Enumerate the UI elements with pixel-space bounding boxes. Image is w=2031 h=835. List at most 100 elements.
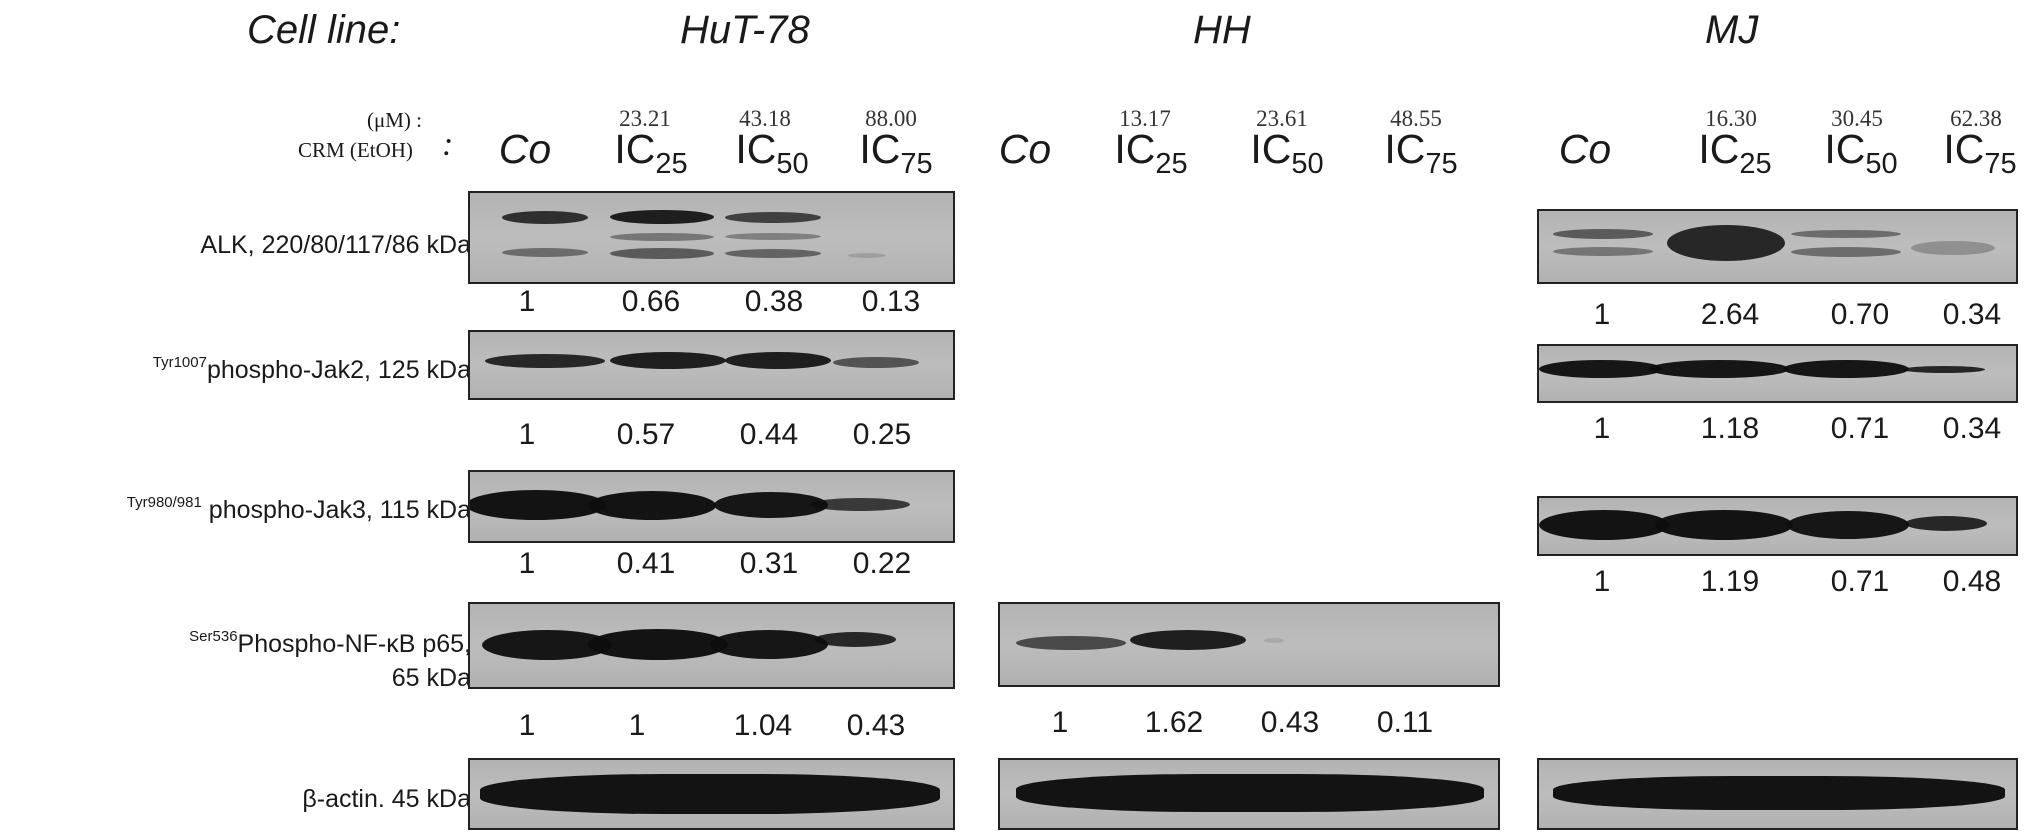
- group-title-mj: MJ: [1705, 8, 1759, 52]
- blot-hut78-nfkb: [468, 602, 955, 689]
- lane-main-text: IC: [1824, 126, 1866, 172]
- band: [725, 352, 831, 369]
- value-hut78-jak2-ic75: 0.25: [852, 418, 912, 451]
- blot-hut78-jak2: [468, 330, 955, 400]
- residue-superscript: Tyr980/981: [126, 494, 202, 511]
- band: [1783, 360, 1909, 378]
- value-hut78-nfkb-ic50: 1.04: [733, 709, 793, 742]
- value-mj-jak3-ic75: 0.48: [1942, 565, 2002, 598]
- band: [1130, 630, 1246, 650]
- band: [1016, 774, 1484, 812]
- lane-subscript: 50: [1865, 148, 1898, 180]
- group-title-hh: HH: [1193, 8, 1251, 52]
- value-hh-nfkb-ic25: 1.62: [1144, 706, 1204, 739]
- blot-hut78-jak3: [468, 470, 955, 543]
- protein-name: β-actin. 45 kDa: [302, 785, 471, 813]
- treatment-colon: :: [442, 126, 454, 163]
- concentration-mj-ic50: 30.45: [1831, 106, 1883, 131]
- lane-subscript: 25: [1155, 148, 1188, 180]
- value-mj-jak2-co: 1: [1593, 412, 1611, 445]
- blot-mj-alk: [1537, 209, 2018, 284]
- band: [833, 357, 919, 368]
- lane-label-hh-ic25: IC25: [1076, 126, 1226, 181]
- band: [1787, 511, 1909, 539]
- concentration-hh-ic50: 23.61: [1256, 106, 1308, 131]
- lane-label-hh-ic50: IC50: [1212, 126, 1362, 181]
- value-hh-nfkb-ic50: 0.43: [1260, 706, 1320, 739]
- band: [725, 212, 821, 223]
- blot-mj-jak2: [1537, 344, 2018, 403]
- lane-subscript: 25: [1739, 148, 1772, 180]
- blot-mj-jak3: [1537, 496, 2018, 556]
- band: [610, 233, 714, 241]
- lane-label-mj-ic50: IC50: [1786, 126, 1936, 181]
- value-mj-alk-co: 1: [1593, 298, 1611, 331]
- residue-superscript: Ser536: [189, 628, 238, 645]
- concentration-hh-ic25: 13.17: [1119, 106, 1171, 131]
- band: [1539, 360, 1663, 378]
- lane-label-hut78-co: Co: [450, 126, 600, 173]
- lane-label-mj-co: Co: [1510, 126, 1660, 173]
- lane-main-text: IC: [1250, 126, 1292, 172]
- value-hut78-alk-ic50: 0.38: [744, 285, 804, 318]
- band: [502, 211, 588, 224]
- band: [1264, 638, 1284, 643]
- value-hut78-jak2-ic50: 0.44: [739, 418, 799, 451]
- value-hut78-jak3-co: 1: [518, 547, 536, 580]
- protein-label-actin: β-actin. 45 kDa: [302, 775, 471, 816]
- value-hut78-jak2-co: 1: [518, 418, 536, 451]
- value-mj-jak2-ic50: 0.71: [1830, 412, 1890, 445]
- lane-subscript: 75: [1984, 148, 2017, 180]
- value-mj-jak2-ic75: 0.34: [1942, 412, 2002, 445]
- lane-label-hut78-ic75: IC75: [821, 126, 971, 181]
- band: [814, 632, 896, 647]
- band: [1791, 230, 1901, 238]
- blot-hh-nfkb: [998, 602, 1500, 687]
- band: [610, 352, 726, 369]
- lane-subscript: 75: [900, 148, 933, 180]
- value-hut78-alk-ic75: 0.13: [861, 285, 921, 318]
- lane-subscript: 50: [776, 148, 809, 180]
- band: [810, 498, 910, 511]
- concentration-hut78-ic75: 88.00: [865, 106, 917, 131]
- blot-hut78-alk: [468, 191, 955, 284]
- lane-main-text: Co: [998, 126, 1052, 172]
- value-hut78-jak2-ic25: 0.57: [616, 418, 676, 451]
- band: [1905, 516, 1987, 531]
- protein-name: ALK, 220/80/117/86 kDa: [200, 231, 471, 259]
- units-label: (μM) :: [367, 108, 423, 132]
- value-hut78-nfkb-ic25: 1: [628, 709, 646, 742]
- lane-main-text: Co: [1558, 126, 1612, 172]
- value-hut78-nfkb-co: 1: [518, 709, 536, 742]
- blot-hh-actin: [998, 758, 1500, 830]
- residue-superscript: Tyr1007: [152, 354, 207, 371]
- band: [1667, 225, 1785, 261]
- band: [610, 248, 714, 259]
- band: [1539, 510, 1669, 540]
- group-title-hut78: HuT-78: [680, 8, 810, 52]
- lane-main-text: IC: [1114, 126, 1156, 172]
- band: [588, 629, 728, 660]
- blot-mj-actin: [1537, 758, 2018, 830]
- cell-line-label: Cell line:: [247, 8, 401, 52]
- value-hut78-alk-ic25: 0.66: [621, 285, 681, 318]
- lane-label-mj-ic25: IC25: [1660, 126, 1810, 181]
- lane-subscript: 75: [1425, 148, 1458, 180]
- lane-label-mj-ic75: IC75: [1905, 126, 2031, 181]
- lane-main-text: IC: [1943, 126, 1985, 172]
- protein-name-line2: 65 kDa: [391, 664, 471, 692]
- band: [588, 491, 716, 520]
- band: [714, 492, 828, 518]
- lane-main-text: IC: [1698, 126, 1740, 172]
- band: [710, 630, 828, 659]
- band: [470, 490, 606, 520]
- lane-label-hh-co: Co: [950, 126, 1100, 173]
- value-mj-jak3-ic50: 0.71: [1830, 565, 1890, 598]
- protein-name: Phospho-NF-κB p65,: [237, 630, 471, 658]
- band: [1903, 366, 1985, 373]
- value-hut78-jak3-ic25: 0.41: [616, 547, 676, 580]
- band: [848, 253, 886, 258]
- value-hut78-jak3-ic75: 0.22: [852, 547, 912, 580]
- lane-main-text: IC: [859, 126, 901, 172]
- blot-hut78-actin: [468, 758, 955, 830]
